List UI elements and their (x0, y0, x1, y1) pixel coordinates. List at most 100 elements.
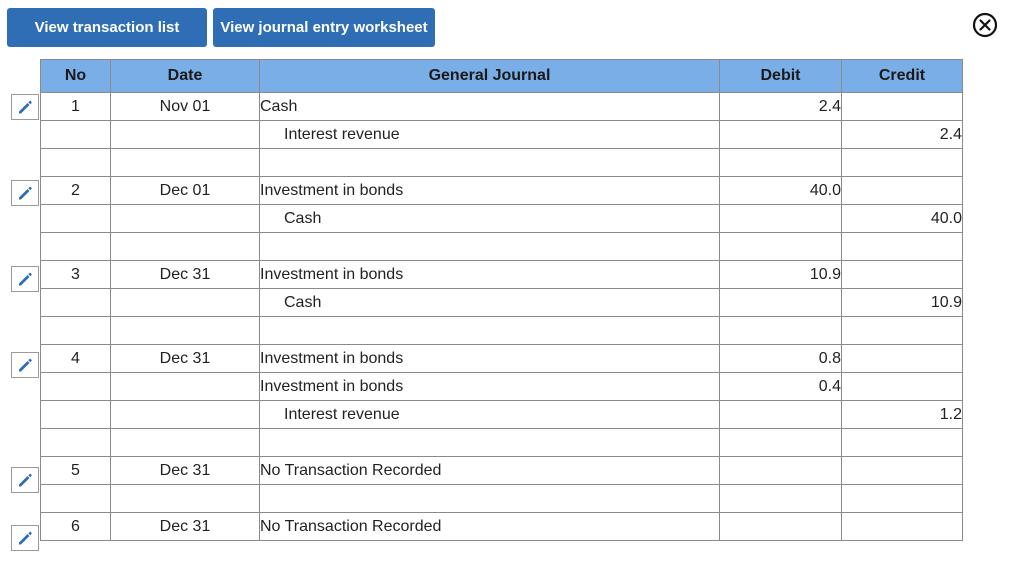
entry-date (110, 428, 260, 457)
table-row: Investment in bonds 0.4 (40, 372, 963, 401)
table-row (40, 484, 963, 513)
debit-amount (719, 400, 842, 429)
table-row: 2 Dec 01 Investment in bonds 40.0 (40, 176, 963, 205)
account-title: Investment in bonds (259, 260, 720, 289)
credit-amount (841, 372, 963, 401)
credit-amount: 1.2 (841, 400, 963, 429)
edit-entry-pencil-icon[interactable] (11, 266, 39, 292)
table-row (40, 232, 963, 261)
table-row: 5 Dec 31 No Transaction Recorded (40, 456, 963, 485)
entry-date (110, 232, 260, 261)
entry-date (110, 372, 260, 401)
credit-amount (841, 176, 963, 205)
credit-amount (841, 316, 963, 345)
account-title: Investment in bonds (259, 176, 720, 205)
table-row: Cash 10.9 (40, 288, 963, 317)
entry-date: Dec 31 (110, 456, 260, 485)
entry-number: 1 (40, 92, 111, 121)
debit-amount: 0.4 (719, 372, 842, 401)
entry-date: Dec 31 (110, 344, 260, 373)
header-no: No (40, 59, 111, 93)
entry-number (40, 232, 111, 261)
table-row: 6 Dec 31 No Transaction Recorded (40, 512, 963, 541)
account-title: Interest revenue (259, 400, 720, 429)
table-row: Interest revenue 1.2 (40, 400, 963, 429)
table-row: Interest revenue 2.4 (40, 120, 963, 149)
account-title (259, 148, 720, 177)
debit-amount (719, 428, 842, 457)
header-credit: Credit (841, 59, 963, 93)
entry-date: Dec 31 (110, 512, 260, 541)
table-row: 3 Dec 31 Investment in bonds 10.9 (40, 260, 963, 289)
account-title: Investment in bonds (259, 344, 720, 373)
account-title (259, 316, 720, 345)
entry-number (40, 288, 111, 317)
account-title (259, 428, 720, 457)
entry-date (110, 148, 260, 177)
entry-date (110, 120, 260, 149)
entry-number: 3 (40, 260, 111, 289)
edit-entry-pencil-icon[interactable] (11, 180, 39, 206)
edit-entry-pencil-icon[interactable] (11, 94, 39, 120)
entry-number (40, 428, 111, 457)
general-journal-table: No Date General Journal Debit Credit 1 No… (40, 59, 963, 541)
table-row (40, 316, 963, 345)
entry-number (40, 400, 111, 429)
view-transaction-list-button[interactable]: View transaction list (7, 8, 207, 47)
debit-amount (719, 120, 842, 149)
account-title: No Transaction Recorded (259, 512, 720, 541)
edit-entry-pencil-icon[interactable] (11, 525, 39, 551)
debit-amount (719, 288, 842, 317)
entry-number (40, 484, 111, 513)
account-title (259, 232, 720, 261)
table-header-row: No Date General Journal Debit Credit (40, 59, 963, 93)
view-journal-entry-worksheet-button[interactable]: View journal entry worksheet (213, 8, 435, 47)
account-title: Cash (259, 204, 720, 233)
table-row: 1 Nov 01 Cash 2.4 (40, 92, 963, 121)
account-title: Cash (259, 92, 720, 121)
edit-entry-pencil-icon[interactable] (11, 467, 39, 493)
credit-amount: 40.0 (841, 204, 963, 233)
debit-amount (719, 204, 842, 233)
entry-date: Dec 31 (110, 260, 260, 289)
debit-amount: 10.9 (719, 260, 842, 289)
entry-date (110, 288, 260, 317)
entry-number: 6 (40, 512, 111, 541)
header-general-journal: General Journal (259, 59, 720, 93)
table-row (40, 428, 963, 457)
header-date: Date (110, 59, 260, 93)
entry-number: 2 (40, 176, 111, 205)
entry-number (40, 148, 111, 177)
credit-amount (841, 232, 963, 261)
credit-amount (841, 428, 963, 457)
table-row (40, 148, 963, 177)
credit-amount (841, 344, 963, 373)
debit-amount (719, 456, 842, 485)
credit-amount: 10.9 (841, 288, 963, 317)
edit-entry-pencil-icon[interactable] (11, 352, 39, 378)
entry-number: 5 (40, 456, 111, 485)
entry-number (40, 372, 111, 401)
entry-date: Dec 01 (110, 176, 260, 205)
entry-number (40, 204, 111, 233)
entry-date (110, 316, 260, 345)
debit-amount (719, 316, 842, 345)
credit-amount (841, 512, 963, 541)
debit-amount: 2.4 (719, 92, 842, 121)
entry-date (110, 400, 260, 429)
credit-amount: 2.4 (841, 120, 963, 149)
account-title: Interest revenue (259, 120, 720, 149)
debit-amount (719, 484, 842, 513)
credit-amount (841, 148, 963, 177)
debit-amount (719, 148, 842, 177)
credit-amount (841, 260, 963, 289)
entry-date (110, 204, 260, 233)
account-title: Investment in bonds (259, 372, 720, 401)
account-title: Cash (259, 288, 720, 317)
entry-date: Nov 01 (110, 92, 260, 121)
entry-number (40, 316, 111, 345)
close-icon[interactable] (972, 12, 998, 38)
debit-amount: 40.0 (719, 176, 842, 205)
header-debit: Debit (719, 59, 842, 93)
account-title (259, 484, 720, 513)
